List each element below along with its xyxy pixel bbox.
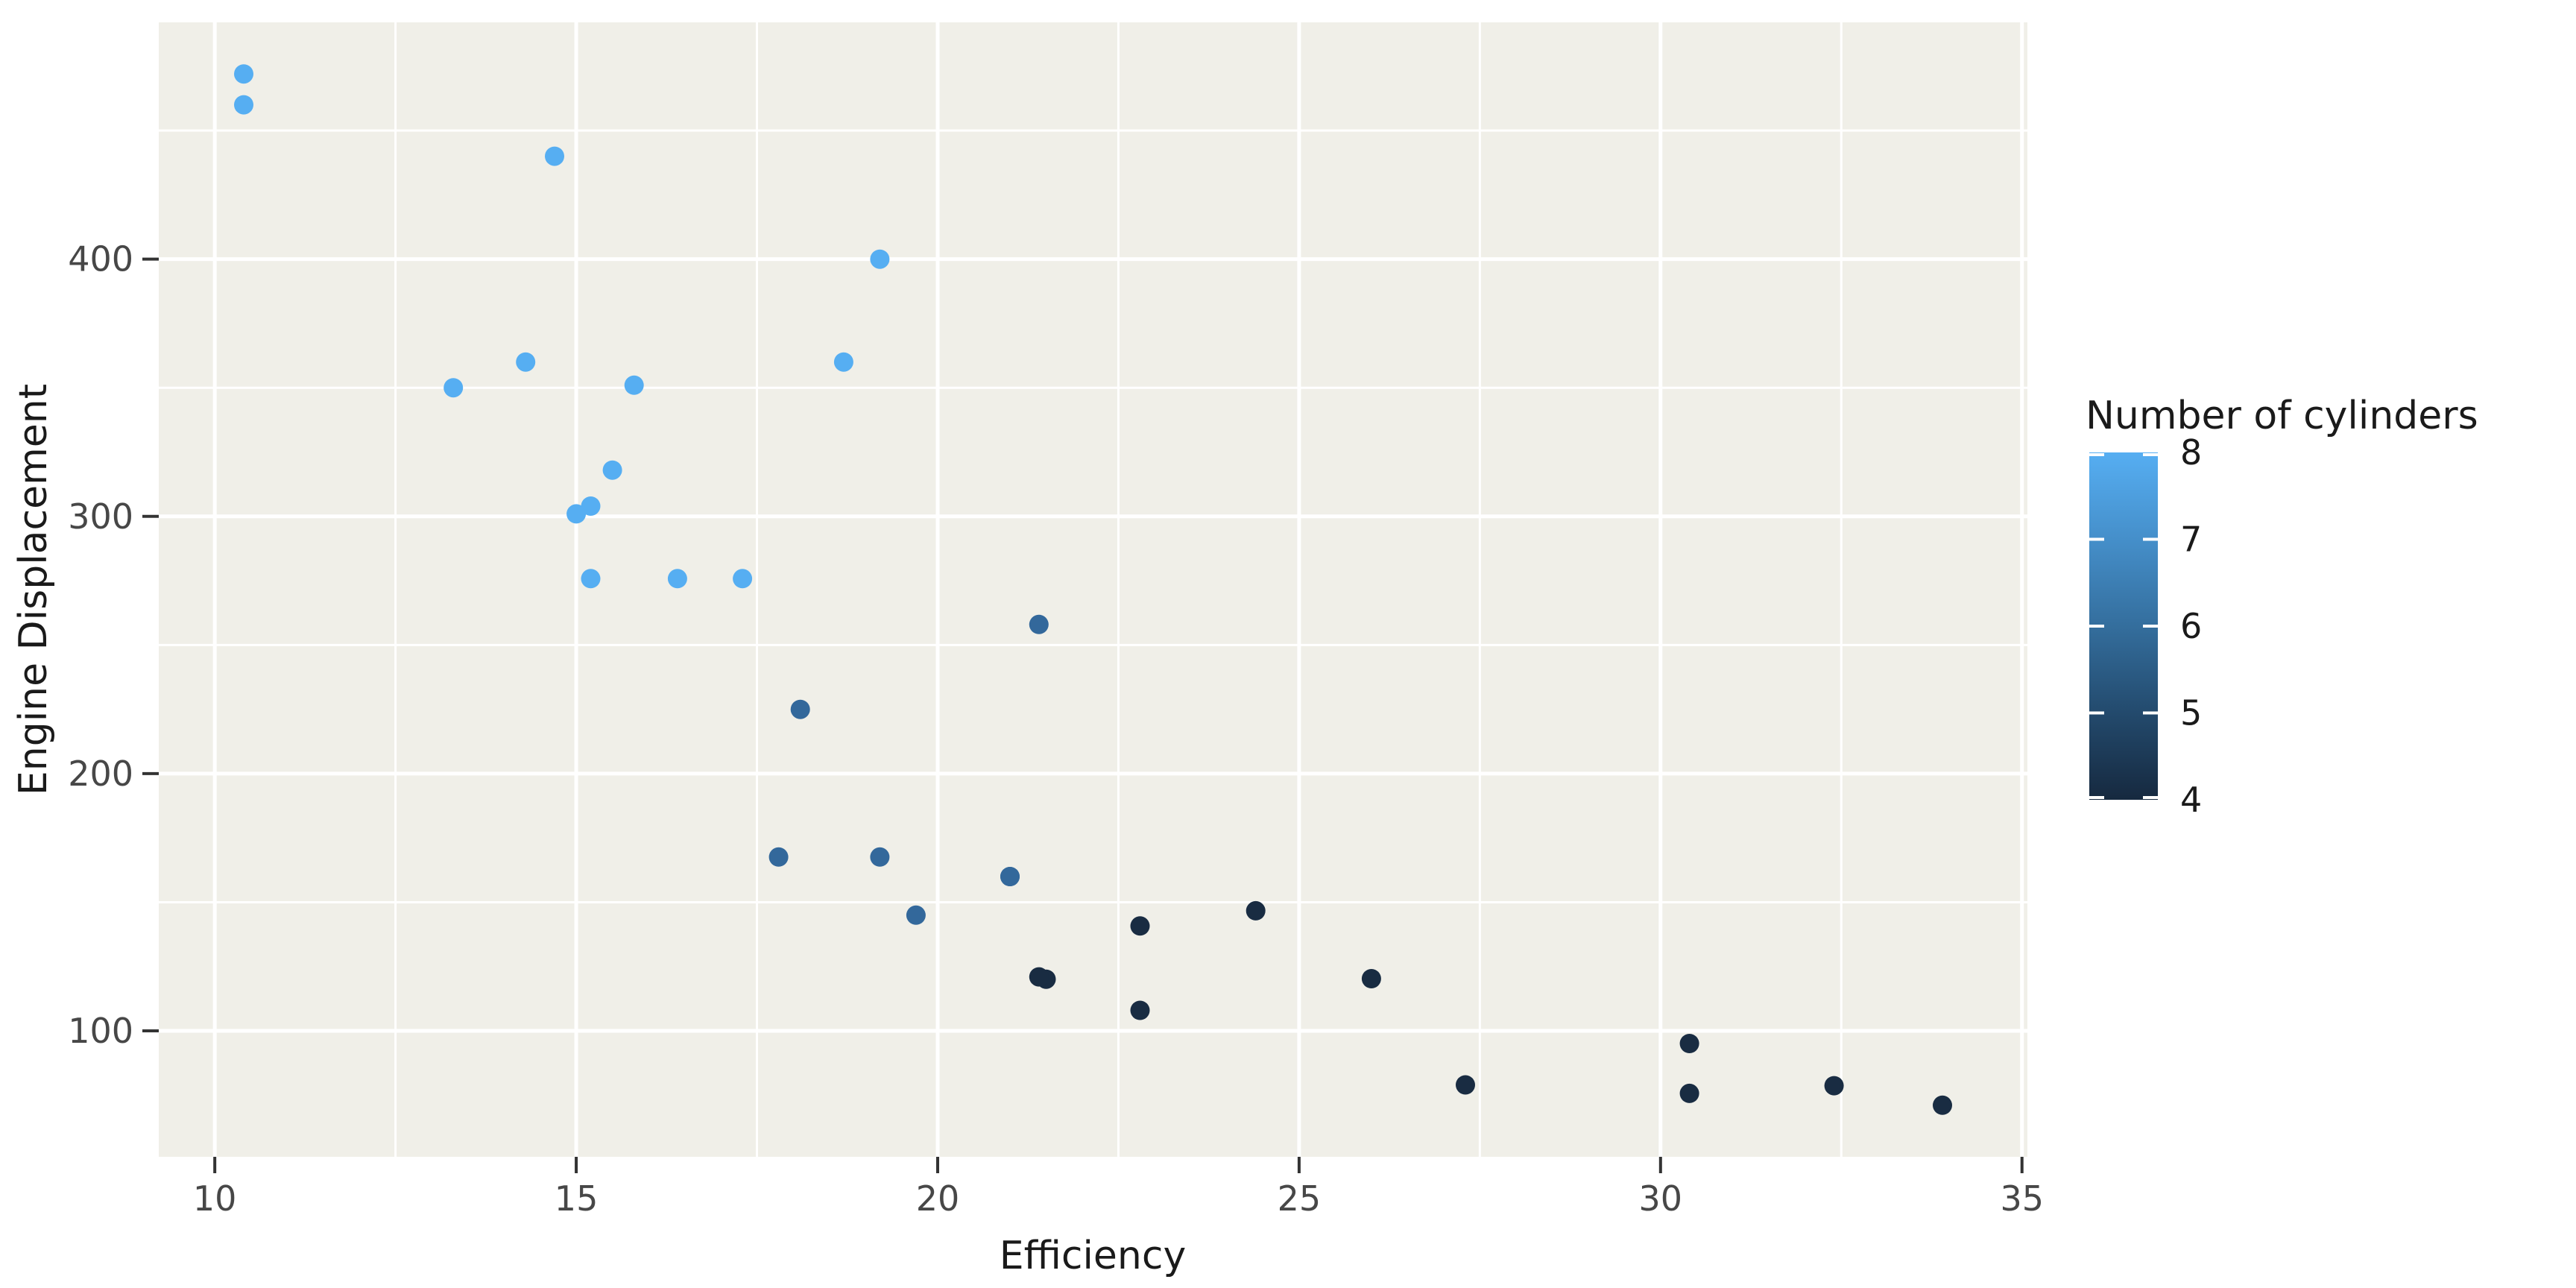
x-tick-label: 25	[1278, 1178, 1322, 1219]
x-tick-label: 10	[193, 1178, 237, 1219]
data-point	[1000, 867, 1020, 886]
legend-tick-label: 4	[2180, 780, 2202, 820]
data-point	[870, 249, 890, 269]
data-point	[1029, 614, 1049, 634]
x-tick-label: 15	[555, 1178, 599, 1219]
legend: Number of cylinders 8 7 6 5 4	[2086, 394, 2478, 820]
data-point	[1130, 1000, 1150, 1020]
data-point	[1679, 1034, 1699, 1053]
data-point	[545, 146, 564, 166]
legend-title: Number of cylinders	[2086, 394, 2478, 438]
data-point	[624, 375, 644, 395]
data-point	[581, 496, 601, 516]
data-point	[234, 64, 253, 84]
data-point	[906, 905, 926, 925]
data-point	[1933, 1095, 1952, 1115]
data-point	[1456, 1075, 1475, 1095]
x-tick-label: 20	[916, 1178, 960, 1219]
x-axis-title: Efficiency	[1000, 1234, 1186, 1278]
data-point	[566, 504, 587, 524]
data-point	[833, 352, 853, 372]
data-point	[1130, 916, 1150, 936]
data-point	[443, 378, 464, 398]
legend-tick-label: 5	[2180, 693, 2202, 733]
data-point	[1679, 1083, 1699, 1103]
legend-tick-label: 8	[2180, 432, 2202, 473]
legend-colorbar-ticks	[2089, 453, 2158, 799]
data-point	[768, 847, 789, 867]
data-point	[870, 847, 890, 867]
plot-panel	[159, 22, 2027, 1157]
legend-tick-label: 6	[2180, 606, 2202, 646]
x-tick-label: 30	[1639, 1178, 1683, 1219]
data-point	[1361, 969, 1381, 988]
y-tick-label: 200	[68, 754, 133, 794]
y-tick-label: 400	[68, 239, 133, 280]
data-point	[581, 569, 601, 589]
major-gridlines	[159, 22, 2027, 1157]
data-point	[667, 569, 687, 589]
data-point	[1824, 1076, 1844, 1096]
y-axis-title: Engine Displacement	[11, 384, 56, 795]
data-point	[602, 460, 622, 480]
y-tick-label: 100	[68, 1011, 133, 1051]
legend-tick-labels: 8 7 6 5 4	[2180, 432, 2202, 820]
data-point	[790, 699, 810, 719]
axis-tick-marks	[142, 257, 2024, 1173]
data-point	[1246, 900, 1266, 921]
legend-tick-label: 7	[2180, 520, 2202, 560]
data-points-layer	[234, 64, 1952, 1115]
data-point	[733, 569, 753, 589]
data-point	[516, 352, 536, 372]
y-tick-label: 300	[68, 496, 133, 537]
axis-tick-labels: 10 15 20 25 30 35 100 200 300 400	[68, 239, 2044, 1219]
minor-gridlines	[159, 22, 2027, 1157]
x-tick-label: 35	[2000, 1178, 2044, 1219]
data-point	[1029, 967, 1049, 987]
data-point	[234, 95, 253, 115]
